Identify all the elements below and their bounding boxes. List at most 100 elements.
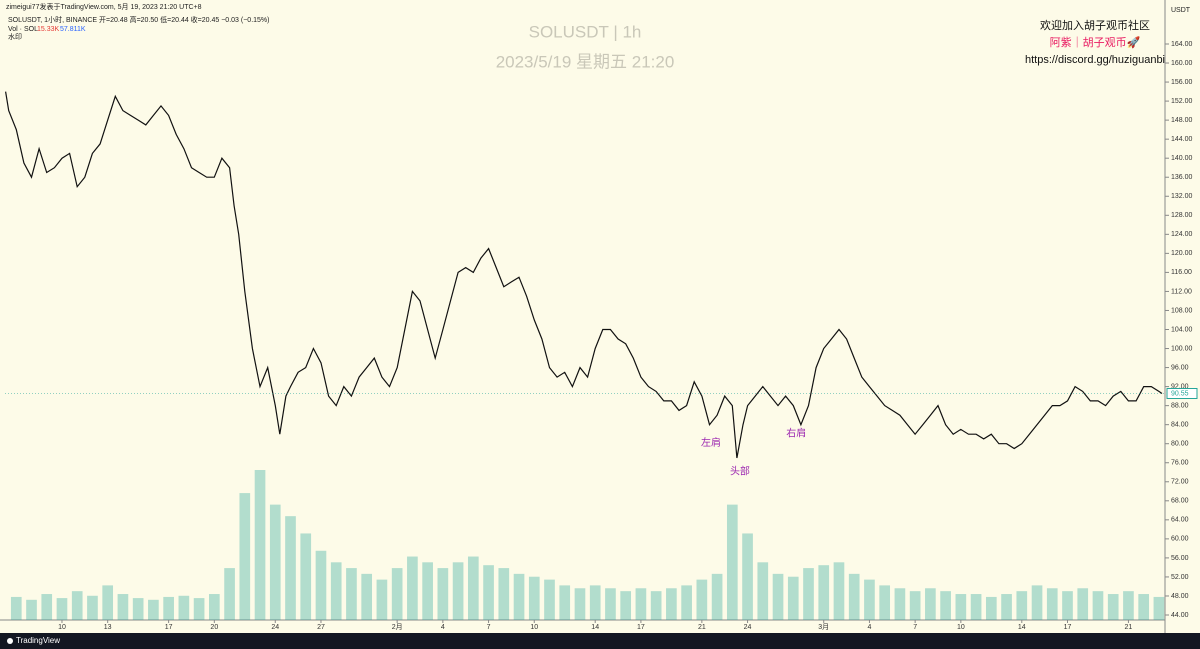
y-tick-label: 132.00 [1171,193,1193,200]
volume-bar [300,533,312,620]
y-tick-label: 56.00 [1171,555,1189,562]
volume-bar [818,565,830,620]
y-tick-label: 124.00 [1171,231,1193,238]
volume-bar [346,568,357,620]
volume-bar [1077,588,1089,620]
y-tick-label: 116.00 [1171,269,1192,276]
x-tick-label: 2月 [392,623,403,631]
pattern-label: 头部 [730,464,750,477]
x-tick-label: 10 [957,624,965,631]
volume-bar [620,591,632,620]
footer-brand: TradingView [16,636,60,645]
y-tick-label: 92.00 [1171,383,1189,390]
volume-bar [1046,588,1058,620]
volume-bar [726,504,738,620]
y-tick-label: 48.00 [1171,593,1189,600]
y-tick-label: 72.00 [1171,479,1189,486]
volume-bar [879,585,891,620]
volume-bar [71,591,83,620]
volume-bar [330,562,342,620]
volume-bar [498,568,510,620]
x-tick-label: 10 [58,624,66,631]
volume-bar [635,588,647,620]
volume-bar [650,591,662,620]
watermark-datetime: 2023/5/19 星期五 21:20 [496,52,675,71]
volume-bar [1001,594,1012,620]
volume-bar [163,596,174,620]
volume-bar [1062,591,1073,620]
volume-bar [483,565,494,620]
volume-bar [391,568,403,620]
vol-ma: 57.811K [60,26,86,33]
y-tick-label: 108.00 [1171,307,1193,314]
volume-bar [467,556,479,620]
volume-bar [148,599,159,620]
volume-bar [269,504,281,620]
volume-bar [666,588,677,620]
volume-bar [41,594,53,620]
volume-bar [681,585,692,620]
volume-bar [1031,585,1043,620]
x-tick-label: 24 [271,624,279,631]
price-line [5,91,1163,459]
x-tick-label: 17 [1064,624,1072,631]
x-tick-label: 14 [1018,624,1026,631]
x-tick-label: 24 [744,624,752,631]
y-tick-label: 64.00 [1171,517,1189,524]
volume-bar [452,562,464,620]
volume-bar [132,598,144,620]
promo-line: https://discord.gg/huziguanbi [1025,54,1165,66]
y-tick-label: 136.00 [1171,174,1193,181]
x-tick-label: 3月 [818,623,829,631]
volume-bar [833,562,845,620]
y-tick-label: 104.00 [1171,326,1193,333]
published-info: zimeigui77发表于TradingView.com, 5月 19, 202… [6,2,202,11]
x-tick-label: 17 [165,624,173,631]
x-tick-label: 21 [698,624,706,631]
y-tick-label: 52.00 [1171,574,1189,581]
volume-bar [803,568,814,620]
volume-bar [711,573,723,620]
volume-bar [26,599,37,620]
y-tick-label: 128.00 [1171,212,1193,219]
volume-bar [1016,591,1028,620]
y-tick-label: 152.00 [1171,98,1193,105]
volume-bar [224,568,235,620]
volume-bar [544,579,555,620]
pattern-label: 右肩 [786,426,806,439]
volume-bar [605,588,616,620]
x-tick-label: 27 [317,624,325,631]
symbol-info: SOLUSDT, 1小时, BINANCE 开=20.48 高=20.50 低=… [8,15,269,24]
y-tick-label: 76.00 [1171,460,1189,467]
volume-bar [925,588,936,620]
last-price-box [1166,388,1198,400]
y-tick-label: 140.00 [1171,155,1193,162]
y-tick-label: 96.00 [1171,364,1189,371]
y-tick-label: 112.00 [1171,288,1192,295]
y-tick-label: 164.00 [1171,41,1193,48]
y-tick-label: 84.00 [1171,422,1189,429]
volume-bar [117,594,129,620]
volume-bar [528,576,540,620]
y-tick-label: 148.00 [1171,117,1193,124]
y-tick-label: 44.00 [1171,612,1189,619]
volume-bar [1107,594,1119,620]
x-tick-label: 14 [591,624,599,631]
x-tick-label: 4 [441,624,445,631]
volume-bar [376,579,388,620]
volume-bar [285,516,296,620]
logo-icon [7,638,13,644]
volume-bar [315,550,327,620]
x-tick-label: 21 [1125,624,1133,631]
volume-bar [985,596,997,620]
volume-bar [56,598,68,620]
volume-bar [437,568,449,620]
x-tick-label: 7 [913,624,917,631]
volume-bar [894,588,906,620]
volume-bar [407,556,418,620]
volume-bar [513,573,525,620]
volume-bar [422,562,433,620]
volume-bar [787,576,799,620]
